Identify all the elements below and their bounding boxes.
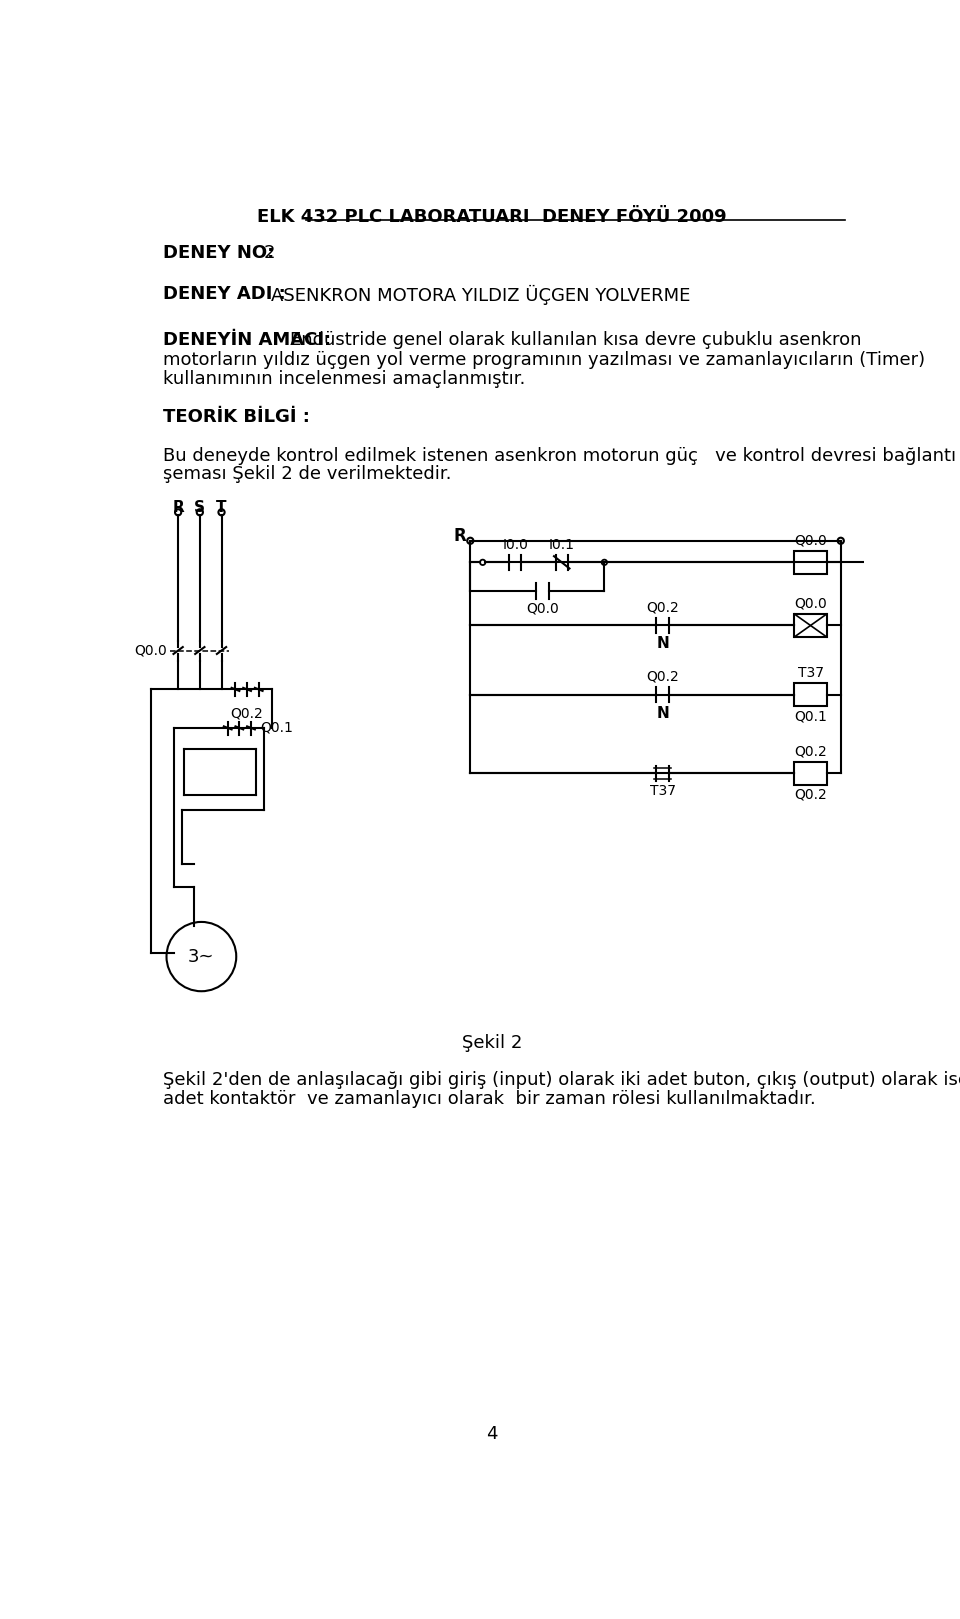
Text: Q0.2: Q0.2 (646, 601, 679, 615)
Text: N: N (656, 706, 669, 720)
Text: T37: T37 (650, 784, 676, 798)
Text: motorların yıldız üçgen yol verme programının yazılması ve zamanlayıcıların (Tim: motorların yıldız üçgen yol verme progra… (162, 351, 924, 369)
Text: 2: 2 (263, 244, 275, 262)
Text: kullanımının incelenmesi amaçlanmıştır.: kullanımının incelenmesi amaçlanmıştır. (162, 369, 525, 389)
Text: Q0.0: Q0.0 (794, 534, 827, 547)
Text: Q0.2: Q0.2 (794, 745, 827, 759)
Text: Şekil 2: Şekil 2 (462, 1033, 522, 1052)
Text: T: T (216, 500, 227, 515)
Text: Q0.0: Q0.0 (134, 644, 167, 657)
Text: DENEY NO:: DENEY NO: (162, 244, 274, 262)
Text: Q0.2: Q0.2 (230, 706, 263, 720)
Text: Q0.2: Q0.2 (646, 670, 679, 683)
Text: 3~: 3~ (188, 947, 215, 965)
Text: T37: T37 (798, 665, 824, 680)
Text: Q0.0: Q0.0 (526, 602, 559, 615)
Text: Q0.0: Q0.0 (794, 597, 827, 610)
Bar (794, 763, 827, 785)
Text: Şekil 2'den de anlaşılacağı gibi giriş (input) olarak iki adet buton, çıkış (out: Şekil 2'den de anlaşılacağı gibi giriş (… (162, 1070, 960, 1088)
Bar (794, 614, 827, 636)
Bar (794, 683, 827, 706)
Text: TEORİK BİLGİ :: TEORİK BİLGİ : (162, 408, 309, 426)
Text: ASENKRON MOTORA YILDIZ ÜÇGEN YOLVERME: ASENKRON MOTORA YILDIZ ÜÇGEN YOLVERME (271, 285, 690, 306)
Text: Bu deneyde kontrol edilmek istenen asenkron motorun güç   ve kontrol devresi bağ: Bu deneyde kontrol edilmek istenen asenk… (162, 447, 956, 465)
Text: DENEY ADI :: DENEY ADI : (162, 285, 285, 303)
Text: DENEYİN AMACI:: DENEYİN AMACI: (162, 332, 331, 350)
Text: N: N (656, 636, 669, 651)
Text: ELK 432 PLC LABORATUARI  DENEY FÖYÜ 2009: ELK 432 PLC LABORATUARI DENEY FÖYÜ 2009 (257, 209, 727, 227)
Text: R: R (454, 526, 467, 546)
Bar (794, 550, 827, 573)
Text: Q0.2: Q0.2 (794, 788, 827, 801)
Text: I0.0: I0.0 (502, 538, 528, 552)
Text: R: R (172, 500, 184, 515)
Text: Endüstride genel olarak kullanılan kısa devre çubuklu asenkron: Endüstride genel olarak kullanılan kısa … (291, 332, 862, 350)
Text: S: S (194, 500, 205, 515)
Text: I0.1: I0.1 (549, 538, 575, 552)
Text: şeması Şekil 2 de verilmektedir.: şeması Şekil 2 de verilmektedir. (162, 465, 451, 484)
Text: 4: 4 (487, 1425, 497, 1443)
Text: Q0.1: Q0.1 (794, 709, 827, 724)
Text: Q0.1: Q0.1 (260, 720, 293, 735)
Text: adet kontaktör  ve zamanlayıcı olarak  bir zaman rölesi kullanılmaktadır.: adet kontaktör ve zamanlayıcı olarak bir… (162, 1090, 815, 1107)
